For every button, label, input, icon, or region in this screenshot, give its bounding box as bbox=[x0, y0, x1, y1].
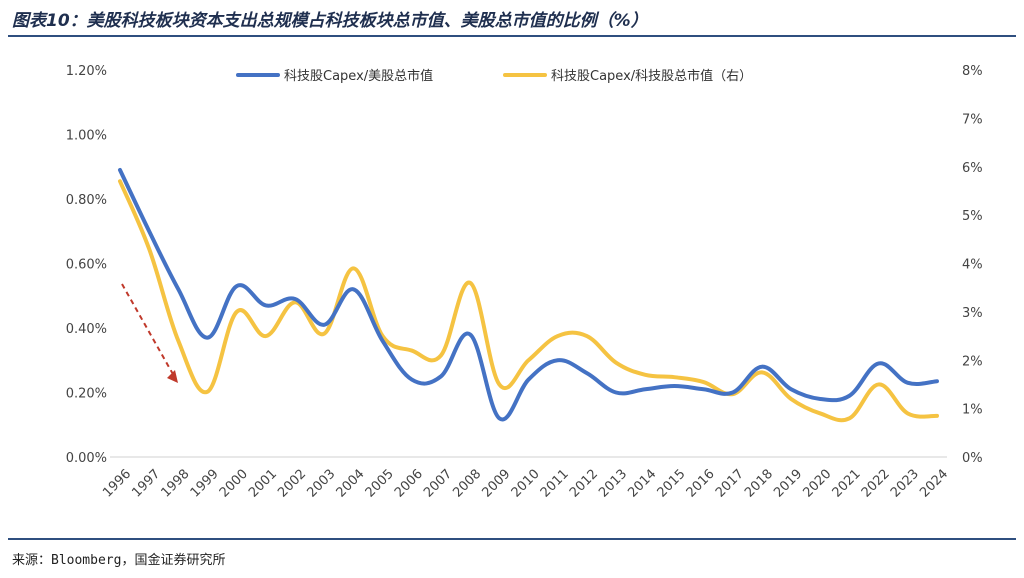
y-left-tick-label: 0.40% bbox=[66, 322, 107, 337]
y-right-tick-label: 2% bbox=[962, 354, 983, 369]
y-left-tick-label: 1.20% bbox=[66, 64, 107, 79]
y-right-tick-label: 8% bbox=[962, 64, 983, 79]
x-tick-label: 2020 bbox=[800, 467, 834, 501]
x-tick-label: 2000 bbox=[217, 467, 251, 501]
y-left-tick-label: 0.20% bbox=[66, 387, 107, 402]
x-tick-label: 2001 bbox=[246, 467, 280, 501]
footer-rule bbox=[8, 538, 1016, 540]
x-tick-label: 2016 bbox=[684, 467, 718, 501]
legend-label-2: 科技股Capex/科技股总市值（右） bbox=[551, 68, 752, 84]
annotation-arrow-head bbox=[167, 370, 178, 383]
x-tick-label: 1998 bbox=[159, 467, 193, 501]
x-tick-label: 2008 bbox=[450, 467, 484, 501]
x-tick-label: 2013 bbox=[596, 467, 630, 501]
y-left-tick-label: 0.60% bbox=[66, 258, 107, 273]
x-tick-label: 1997 bbox=[129, 467, 163, 501]
y-right-tick-label: 1% bbox=[962, 403, 983, 418]
series-line-tech-capex-tech-mcap bbox=[118, 179, 939, 423]
x-tick-label: 2005 bbox=[363, 467, 397, 501]
y-right-tick-label: 5% bbox=[962, 209, 983, 224]
x-tick-label: 2010 bbox=[509, 467, 543, 501]
chart-title: 图表10：美股科技板块资本支出总规模占科技板块总市值、美股总市值的比例（%） bbox=[12, 11, 648, 31]
y-left-tick-label: 1.00% bbox=[66, 129, 107, 144]
x-tick-label: 2012 bbox=[567, 467, 601, 501]
y-right-tick-label: 4% bbox=[962, 258, 983, 273]
x-tick-label: 1996 bbox=[100, 467, 134, 501]
x-tick-label: 2004 bbox=[334, 467, 368, 501]
x-tick-label: 2019 bbox=[771, 467, 805, 501]
x-tick-label: 2021 bbox=[830, 467, 864, 501]
x-tick-label: 2007 bbox=[421, 467, 455, 501]
source-note: 来源：Bloomberg，国金证券研究所 bbox=[12, 553, 226, 568]
x-tick-label: 2022 bbox=[859, 467, 893, 501]
title-rule bbox=[8, 35, 1016, 37]
x-tick-label: 2009 bbox=[479, 467, 513, 501]
y-right-tick-label: 7% bbox=[962, 112, 983, 127]
x-tick-label: 2002 bbox=[275, 467, 309, 501]
legend-label-1: 科技股Capex/美股总市值 bbox=[284, 68, 433, 84]
x-tick-label: 2011 bbox=[538, 467, 572, 501]
y-right-tick-label: 0% bbox=[962, 451, 983, 466]
x-tick-label: 2017 bbox=[713, 467, 747, 501]
x-tick-label: 1999 bbox=[188, 467, 222, 501]
y-right-tick-label: 3% bbox=[962, 306, 983, 321]
x-tick-label: 2015 bbox=[655, 467, 689, 501]
x-tick-label: 2024 bbox=[917, 467, 951, 501]
series-line-tech-capex-us-mcap bbox=[118, 167, 939, 422]
y-right-tick-label: 6% bbox=[962, 161, 983, 176]
x-tick-label: 2003 bbox=[304, 467, 338, 501]
y-left-tick-label: 0.80% bbox=[66, 193, 107, 208]
x-tick-label: 2023 bbox=[888, 467, 922, 501]
x-tick-label: 2006 bbox=[392, 467, 426, 501]
x-tick-label: 2014 bbox=[625, 467, 659, 501]
y-left-tick-label: 0.00% bbox=[66, 451, 107, 466]
x-tick-label: 2018 bbox=[742, 467, 776, 501]
